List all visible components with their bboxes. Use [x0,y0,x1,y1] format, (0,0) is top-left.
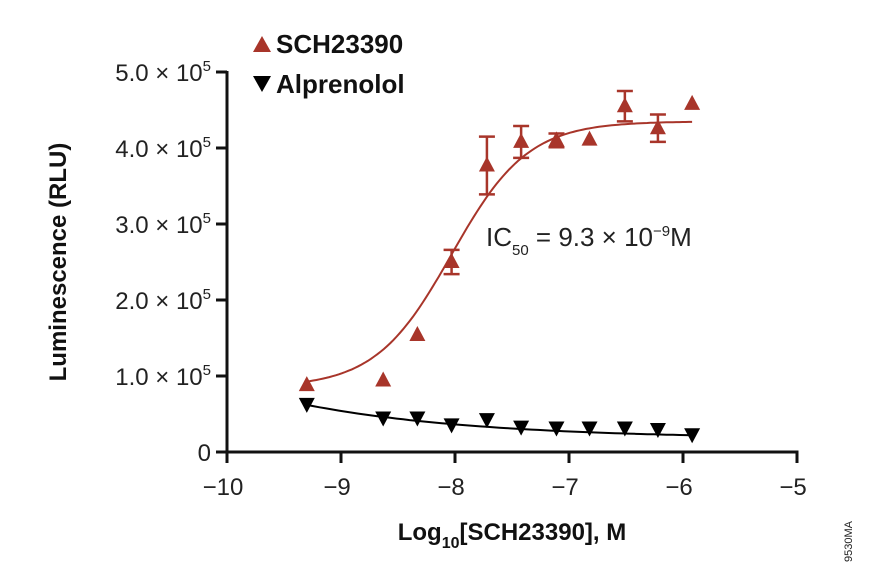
data-point [513,420,530,436]
y-axis-label: Luminescence (RLU) [45,143,72,382]
x-tick-label: −6 [665,474,692,501]
fit-curve [306,403,693,437]
data-point [616,421,633,437]
legend-label-alprenolol: Alprenolol [276,69,405,99]
x-tick-label: −8 [437,474,464,501]
y-tick-label: 1.0 × 105 [115,362,211,391]
data-marks [298,89,701,444]
data-point [616,97,633,113]
data-point [409,325,426,341]
y-tick-label: 5.0 × 105 [115,58,211,87]
x-tick-label: −10 [203,474,244,501]
x-tick-label: −5 [779,474,806,501]
x-tick-label: −7 [551,474,578,501]
figure-code: 9530MA [843,520,855,562]
data-point [581,130,598,146]
fit-curve [306,120,693,383]
data-point [649,119,666,135]
y-tick-label: 3.0 × 105 [115,210,211,239]
data-point [478,156,495,172]
y-tick-label: 4.0 × 105 [115,134,211,163]
data-point [581,421,598,437]
series-alprenolol [298,397,701,444]
y-tick-label: 0 [198,440,211,467]
y-tick-label: 2.0 × 105 [115,286,211,315]
data-point [684,428,701,444]
ic50-annotation: IC50 = 9.3 × 10−9M [486,222,692,259]
data-point [298,376,315,392]
data-point [649,422,666,438]
data-point [513,132,530,148]
data-point [443,253,460,268]
legend-label-sch23390: SCH23390 [276,29,403,59]
data-point [478,413,495,429]
data-point [375,411,392,427]
data-point [375,371,392,387]
axes: −10 −9 −8 −7 −6 −5 0 1.0 × 105 2.0 × 105 3.0 × 10… [115,58,806,501]
data-point [548,131,565,147]
legend-triangle-up-icon [253,36,271,52]
series-sch23390 [298,89,701,392]
data-point [443,418,460,434]
data-point [548,421,565,437]
legend-triangle-down-icon [253,76,271,92]
data-point [298,397,315,413]
x-tick-label: −9 [323,474,350,501]
data-point [684,94,701,110]
legend: SCH23390 Alprenolol [253,29,405,99]
data-point [409,411,426,427]
x-axis-label: Log10[SCH23390], M [398,519,627,552]
